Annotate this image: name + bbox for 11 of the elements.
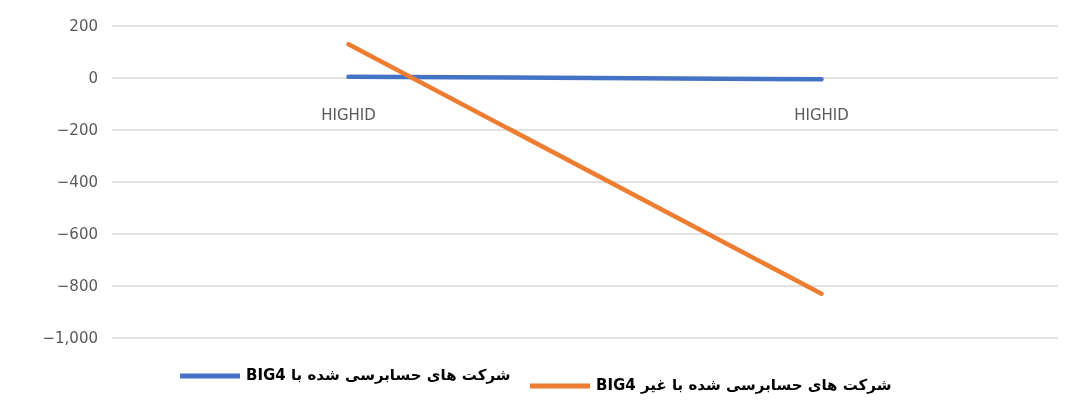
y-tick-label: 0 (88, 69, 98, 87)
y-tick-label: −1,000 (42, 329, 98, 347)
y-tick-label: −800 (56, 277, 98, 295)
y-tick-label: −600 (56, 225, 98, 243)
legend-label: شرکت های حسابرسی شده با غیر BIG4 (596, 376, 892, 394)
y-tick-label: 200 (69, 17, 98, 35)
x-tick-label: HIGHID (794, 106, 849, 124)
y-tick-label: −400 (56, 173, 98, 191)
y-tick-label: −200 (56, 121, 98, 139)
x-tick-label: HIGHID (321, 106, 376, 124)
legend-label: شرکت های حسابرسی شده با BIG4 (246, 366, 511, 384)
